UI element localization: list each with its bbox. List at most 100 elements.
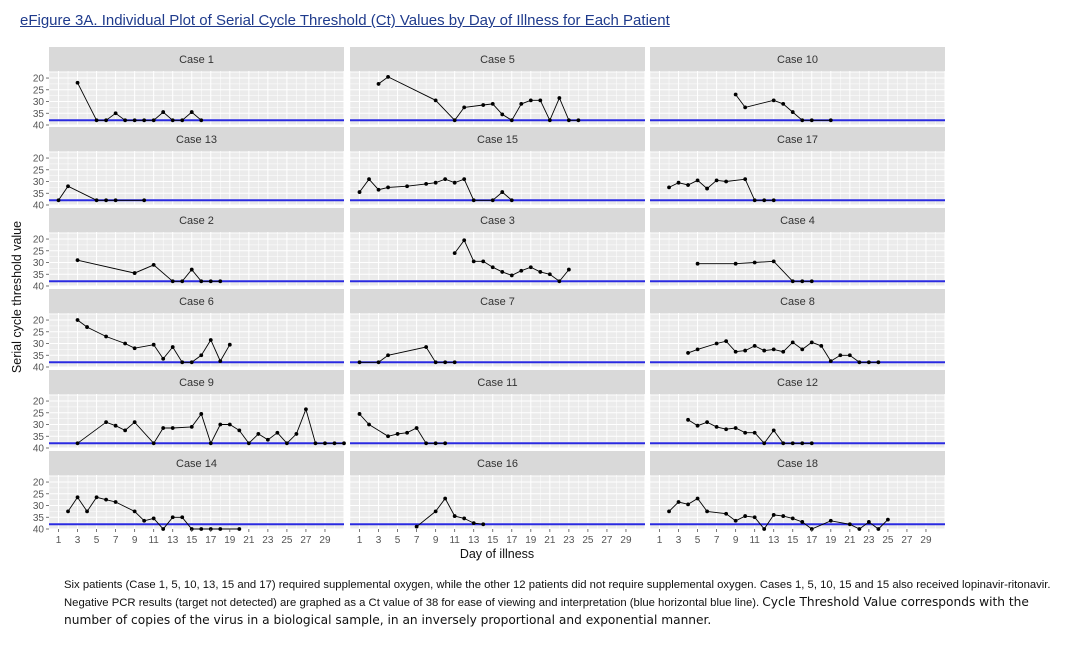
- panel-strip: [650, 47, 945, 71]
- data-point: [695, 347, 700, 352]
- figure-caption: Six patients (Case 1, 5, 10, 13, 15 and …: [64, 577, 1054, 630]
- data-point: [809, 279, 814, 284]
- data-point: [433, 98, 438, 103]
- x-tick-label: 9: [733, 535, 739, 546]
- y-tick-label: 40: [33, 363, 45, 374]
- data-point: [386, 74, 390, 79]
- x-tick-label: 5: [395, 535, 401, 546]
- data-point: [828, 518, 833, 523]
- data-point: [695, 423, 700, 428]
- data-point: [828, 359, 833, 364]
- data-point: [180, 360, 185, 365]
- panel-background: [350, 475, 645, 529]
- panel-strip: [49, 127, 344, 151]
- x-tick-label: 19: [224, 535, 236, 546]
- y-tick-label: 30: [33, 177, 45, 188]
- data-point: [752, 343, 757, 348]
- y-tick-label: 40: [33, 121, 45, 132]
- panel-label: Case 15: [477, 134, 518, 146]
- data-point: [743, 105, 748, 110]
- data-point: [762, 348, 767, 353]
- data-point: [342, 441, 346, 446]
- data-point: [762, 527, 767, 531]
- data-point: [142, 198, 147, 203]
- x-tick-label: 1: [56, 535, 62, 546]
- data-point: [85, 325, 89, 329]
- data-point: [752, 430, 757, 435]
- y-tick-label: 25: [33, 489, 45, 500]
- data-point: [857, 527, 862, 531]
- data-point: [809, 118, 814, 123]
- data-point: [227, 342, 232, 347]
- data-point: [285, 441, 289, 446]
- data-point: [724, 511, 729, 516]
- data-point: [123, 428, 128, 433]
- data-point: [752, 515, 757, 520]
- y-tick-label: 30: [33, 501, 45, 512]
- panel-strip: [650, 289, 945, 313]
- data-point: [376, 82, 381, 86]
- data-point: [189, 424, 194, 429]
- data-point: [237, 428, 242, 433]
- panel-background: [49, 232, 344, 286]
- x-tick-label: 11: [749, 535, 760, 546]
- data-point: [85, 509, 89, 514]
- data-point: [94, 198, 99, 203]
- panel-label: Case 13: [176, 134, 217, 146]
- data-point: [771, 198, 776, 203]
- data-point: [386, 434, 390, 439]
- caption-note: Cycle Threshold Value corresponds with t…: [64, 595, 1029, 627]
- data-point: [123, 341, 128, 346]
- panel-case-11: Case 11: [349, 370, 646, 449]
- x-tick-label: 23: [262, 535, 274, 546]
- data-point: [509, 273, 514, 278]
- data-point: [237, 527, 242, 531]
- panel-case-16: Case 161 3 5 7 9 11 13 15 17 19 21 23 25 27 29: [349, 451, 646, 546]
- data-point: [75, 80, 80, 85]
- data-point: [752, 198, 757, 203]
- data-point: [781, 441, 786, 446]
- panel-strip: [49, 451, 344, 475]
- y-tick-label: 20: [33, 154, 45, 165]
- data-point: [113, 500, 118, 504]
- data-point: [743, 177, 748, 182]
- data-point: [667, 185, 671, 190]
- panel-background: [49, 475, 344, 529]
- data-point: [332, 441, 337, 446]
- data-point: [771, 513, 776, 517]
- x-tick-label: 29: [920, 535, 932, 546]
- data-point: [443, 177, 448, 182]
- x-tick-label: 25: [882, 535, 894, 546]
- y-axis-title: Serial cycle threshold value: [10, 221, 24, 373]
- data-point: [452, 514, 457, 518]
- data-point: [847, 353, 852, 358]
- data-point: [481, 522, 486, 527]
- x-tick-label: 29: [620, 535, 632, 546]
- data-point: [433, 509, 438, 514]
- data-point: [161, 527, 166, 531]
- y-tick-label: 40: [33, 282, 45, 293]
- data-point: [733, 261, 738, 266]
- x-tick-label: 17: [205, 535, 217, 546]
- panel-case-5: Case 5: [349, 47, 646, 126]
- panel-case-18: Case 181 3 5 7 9 11 13 15 17 19 21 23 25 27 29: [649, 451, 946, 546]
- data-point: [547, 118, 552, 123]
- data-point: [443, 496, 448, 501]
- panel-background: [650, 151, 945, 205]
- data-point: [142, 118, 147, 123]
- x-tick-label: 7: [113, 535, 119, 546]
- data-point: [452, 360, 457, 365]
- data-point: [367, 177, 371, 182]
- data-point: [519, 268, 524, 273]
- data-point: [313, 441, 318, 446]
- data-point: [471, 521, 476, 526]
- panel-background: [650, 394, 945, 448]
- data-point: [265, 437, 270, 442]
- data-point: [218, 527, 223, 531]
- data-point: [161, 426, 166, 430]
- data-point: [686, 502, 690, 507]
- data-point: [75, 495, 80, 500]
- data-point: [809, 340, 814, 345]
- data-point: [256, 432, 261, 436]
